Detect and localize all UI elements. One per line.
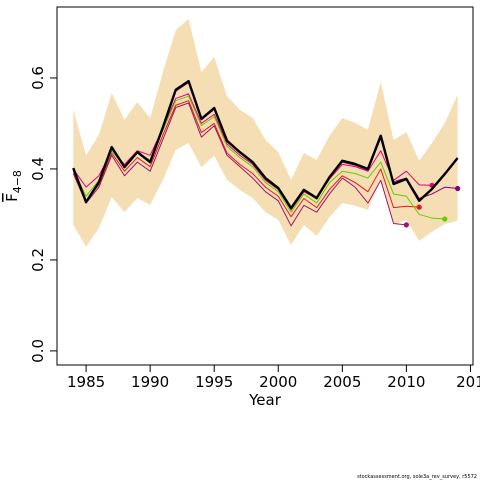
y-tick-label: 0.6 bbox=[29, 66, 47, 90]
y-tick-label: 0.2 bbox=[29, 248, 47, 272]
y-label-subscript: 4−8 bbox=[11, 170, 24, 193]
y-label-main: F bbox=[3, 193, 21, 202]
x-tick-label: 2010 bbox=[387, 373, 425, 391]
end-marker bbox=[455, 185, 461, 192]
end-marker bbox=[442, 216, 448, 222]
x-tick-label: 201 bbox=[456, 373, 480, 391]
end-marker bbox=[403, 222, 409, 228]
x-axis-label: Year bbox=[248, 391, 282, 409]
series-line bbox=[72, 100, 420, 218]
series-line bbox=[72, 79, 459, 210]
y-tick-label: 0.0 bbox=[29, 339, 47, 363]
end-marker bbox=[416, 204, 422, 210]
x-tick-label: 1990 bbox=[131, 373, 169, 391]
x-tick-label: 2000 bbox=[259, 373, 297, 391]
confidence-band bbox=[73, 18, 458, 247]
footer: stockassessment.org, sole3a_rev_survey, … bbox=[357, 474, 477, 480]
series-line bbox=[72, 102, 407, 227]
x-tick-label: 1995 bbox=[195, 373, 233, 391]
y-tick-label: 0.4 bbox=[29, 157, 47, 181]
x-tick-label: 1985 bbox=[67, 373, 105, 391]
x-tick-label: 2005 bbox=[323, 373, 361, 391]
y-axis-label: F4−8 bbox=[3, 170, 24, 202]
